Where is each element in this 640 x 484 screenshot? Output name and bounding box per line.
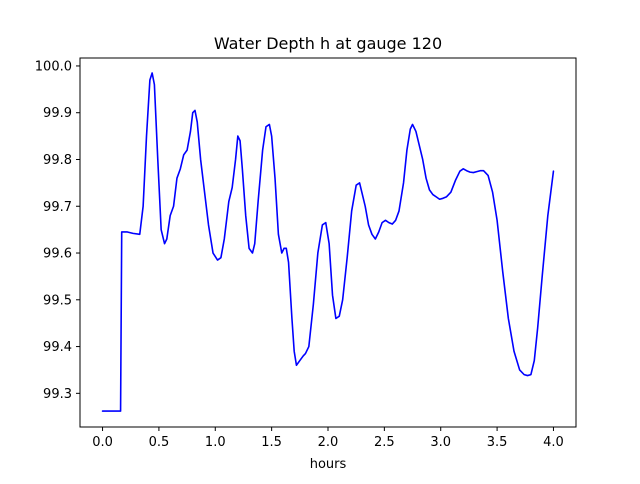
x-axis-ticks: 0.0 0.5 1.0 1.5 2.0 2.5 3.0 3.5 4.0 (92, 427, 564, 450)
y-tick-label: 99.4 (43, 340, 72, 355)
plot-area-frame (79, 57, 577, 428)
x-axis-label: hours (310, 457, 347, 472)
x-tick-label: 4.0 (543, 435, 564, 450)
x-tick-label: 1.5 (261, 435, 282, 450)
x-tick-label: 2.0 (318, 435, 339, 450)
chart-title: Water Depth h at gauge 120 (214, 34, 442, 53)
y-tick-label: 99.9 (43, 106, 72, 121)
x-tick-label: 3.5 (487, 435, 508, 450)
y-tick-label: 99.5 (43, 293, 72, 308)
x-tick-label: 0.5 (149, 435, 170, 450)
x-tick-label: 2.5 (374, 435, 395, 450)
x-tick-label: 0.0 (92, 435, 113, 450)
series-line (101, 72, 555, 412)
y-tick-label: 99.6 (43, 247, 72, 262)
y-tick-label: 99.7 (43, 200, 72, 215)
x-tick-label: 3.0 (430, 435, 451, 450)
x-tick-label: 1.0 (205, 435, 226, 450)
y-axis-ticks: 99.3 99.4 99.5 99.6 99.7 99.8 99.9 100.0 (35, 59, 80, 402)
y-tick-label: 100.0 (35, 59, 72, 74)
series-layer (101, 72, 555, 412)
y-tick-label: 99.8 (43, 153, 72, 168)
y-tick-label: 99.3 (43, 387, 72, 402)
